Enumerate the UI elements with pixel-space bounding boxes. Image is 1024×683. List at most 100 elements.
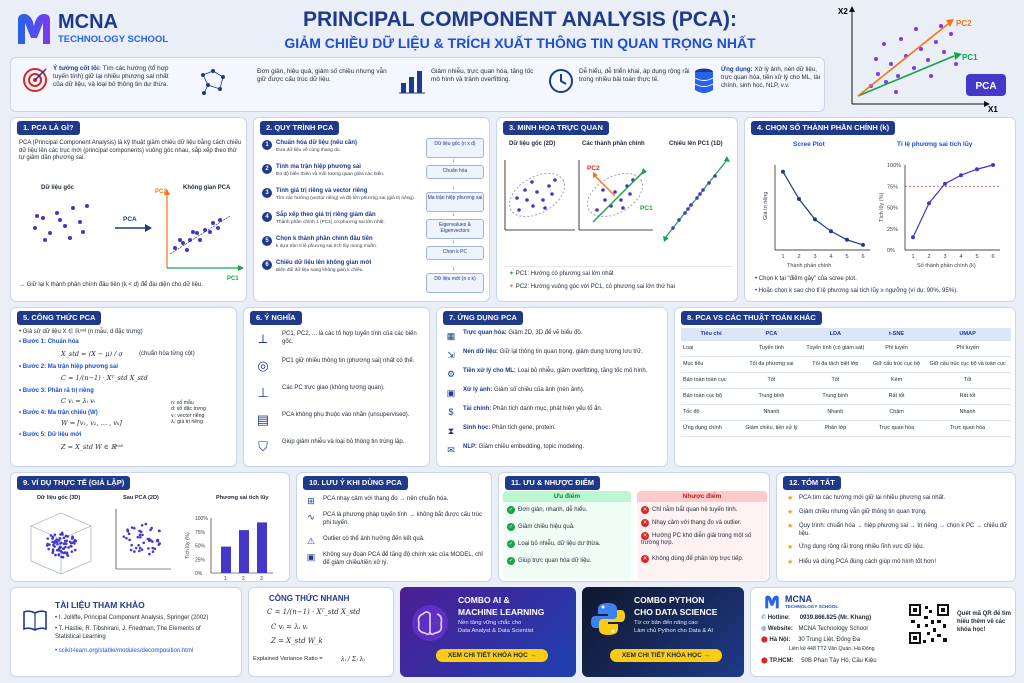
note-item: Outlier có thể ảnh hưởng đến kết quả.	[323, 536, 425, 542]
scree-x-tick: 5	[846, 254, 849, 260]
cum-y-tick: 0%	[887, 248, 895, 254]
s1-orig-label: Dữ liệu gốc	[41, 185, 75, 191]
cons-heading: Nhược điểm	[637, 491, 767, 502]
data-point	[62, 536, 66, 540]
scree-x-tick: 4	[830, 254, 833, 260]
table-cell: Trực quan hóa	[924, 420, 1011, 437]
step-title: Tính ma trận hiệp phương sai	[276, 164, 361, 170]
table-cell: Trung bình	[801, 388, 869, 405]
s3-col1: Dữ liệu gốc (2D)	[509, 141, 556, 147]
target-icon	[21, 66, 49, 94]
table-header: LDA	[801, 328, 869, 341]
table-header: UMAP	[924, 328, 1011, 341]
banner-apps-label: Ứng dụng:	[721, 66, 753, 73]
page-subtitle: GIẢM CHIỀU DỮ LIỆU & TRÍCH XUẤT THÔNG TI…	[284, 35, 756, 51]
data-point	[64, 545, 67, 549]
mcna-logo-icon	[18, 14, 50, 44]
promo2-cta-button[interactable]: XEM CHI TIẾT KHÓA HỌC →	[610, 649, 722, 662]
s5-legend-l: λᵢ: giá trị riêng	[171, 418, 203, 425]
network-icon	[197, 66, 229, 98]
banner-core-text: Tìm các hướng (tổ hợp tuyến tính) giữ lạ…	[53, 65, 169, 88]
scree-title: Scree Plot	[793, 141, 825, 148]
s1-pc2: PC2	[155, 189, 167, 195]
section-applications: 7. ỨNG DỤNG PCA ▦ Trực quan hóa: Giảm 2D,…	[436, 307, 668, 467]
quick-evr-formula: λᵢ / Σⱼ λⱼ	[341, 656, 365, 663]
contact-hcm: ⬤ TP.HCM: 50B Phan Tây Hồ, Cầu Kiệu	[761, 658, 877, 664]
table-cell: Phi tuyến	[868, 340, 925, 357]
data-point	[125, 536, 128, 540]
data-point	[150, 526, 153, 530]
table-cell: Phi tuyến	[924, 340, 1011, 357]
cum-line	[912, 164, 994, 238]
promo2-title-2: CHO DATA SCIENCE	[634, 607, 718, 617]
cum-y-tick: 75%	[887, 184, 898, 190]
promo1-cta-button[interactable]: XEM CHI TIẾT KHÓA HỌC →	[436, 649, 548, 662]
s5-legend-d: d: số đặc trưng	[171, 406, 206, 413]
meaning-item: Giúp giảm nhiễu và loại bỏ thông tin trù…	[282, 439, 405, 445]
bar-y-tick: 100%	[195, 516, 208, 522]
data-point	[62, 551, 65, 555]
flow-arrow-icon: ↓	[452, 158, 455, 164]
promo-ai-ml[interactable]: COMBO AI & MACHINE LEARNING Nền tảng vữn…	[400, 587, 576, 677]
data-point	[138, 546, 142, 550]
database-icon	[691, 66, 717, 96]
bar	[239, 530, 249, 573]
ref-3-link[interactable]: • scikit-learn.org/stable/modules/decomp…	[55, 648, 194, 654]
step-desc: k dựa trên tỉ lệ phương sai tích lũy mon…	[276, 244, 378, 249]
data-point	[57, 548, 61, 552]
contact-hanoi: ⬤ Hà Nội: 30 Trung Liệt, Đống Đa	[761, 637, 861, 643]
table-cell: Chậm	[868, 404, 925, 421]
data-point	[60, 555, 63, 559]
s5-formula4: W = [v₁, v₂, … , vₖ]	[61, 419, 122, 427]
promo-python[interactable]: COMBO PYTHON CHO DATA SCIENCE Từ cơ bản …	[582, 587, 744, 677]
section-2-heading: 2. QUY TRÌNH PCA	[260, 121, 340, 135]
data-point	[148, 552, 151, 556]
cum-x-tick: 2	[928, 254, 931, 260]
contact-website[interactable]: ◍ Website: MCNA Technology School	[761, 626, 868, 632]
s1-description: PCA (Principal Component Analysis) là kỹ…	[19, 140, 242, 161]
pro-item: ✓ Đơn giản, nhanh, dễ hiểu.	[507, 506, 588, 514]
scree-point	[845, 237, 849, 242]
data-point	[47, 547, 50, 551]
data-point	[157, 543, 161, 546]
table-row: Tốc độ Nhanh Nhanh Chậm Nhanh	[681, 404, 1011, 421]
data-point	[153, 547, 157, 551]
bar-x-tick: 1	[224, 576, 227, 582]
qr-code-icon[interactable]	[907, 602, 951, 646]
promo2-title-1: COMBO PYTHON	[634, 595, 705, 605]
meaning-item: Các PC trực giao (không tương quan).	[282, 385, 385, 391]
cum-y-tick: 50%	[887, 206, 898, 212]
check-icon: ✓	[507, 506, 515, 514]
flow-arrow-icon: ↓	[452, 266, 455, 272]
table-cell: Loại	[681, 340, 741, 357]
s1-pc1: PC1	[227, 276, 239, 282]
scree-point	[813, 217, 817, 222]
section-formula: 5. CÔNG THỨC PCA • Giả sử dữ liệu X ∈ ℝⁿ…	[10, 307, 237, 467]
star-icon: ★	[787, 544, 794, 551]
brand-logo	[14, 10, 54, 48]
pc1-bullet-icon: ✦	[509, 271, 515, 277]
data-point	[57, 553, 61, 557]
scree-point	[797, 197, 801, 201]
data-point	[148, 539, 151, 542]
application-item: Xử lý ảnh: Giảm số chiều của ảnh (nén ản…	[463, 387, 585, 393]
data-point	[130, 526, 134, 529]
ref-1: • I. Jolliffe, Principal Component Analy…	[55, 615, 209, 621]
hero-pc2: PC2	[956, 19, 972, 28]
s1-note: → Giữ lại k thành phần chính đầu tiên (k…	[19, 282, 203, 288]
section-6-heading: 6. Ý NGHĨA	[250, 311, 302, 325]
data-point	[59, 550, 63, 553]
data-point	[73, 548, 77, 552]
hero-pc1: PC1	[962, 53, 978, 62]
cum-x-tick: 3	[944, 254, 947, 260]
data-point	[62, 542, 66, 546]
step-number: 5	[262, 236, 272, 246]
contact-brand: MCNA	[785, 594, 812, 604]
step-desc: Đưa dữ liệu về cùng thang đo.	[276, 148, 341, 153]
table-header: Tiêu chí	[681, 328, 741, 341]
cum-y-label: Tích lũy (%)	[879, 192, 885, 222]
bar-chart-icon	[397, 66, 427, 96]
s5-formula5: Z = X_std W ∈ ℝⁿˣᵏ	[61, 443, 124, 451]
table-cell: Mục tiêu	[681, 356, 741, 373]
hero-badge: PCA	[975, 81, 996, 92]
